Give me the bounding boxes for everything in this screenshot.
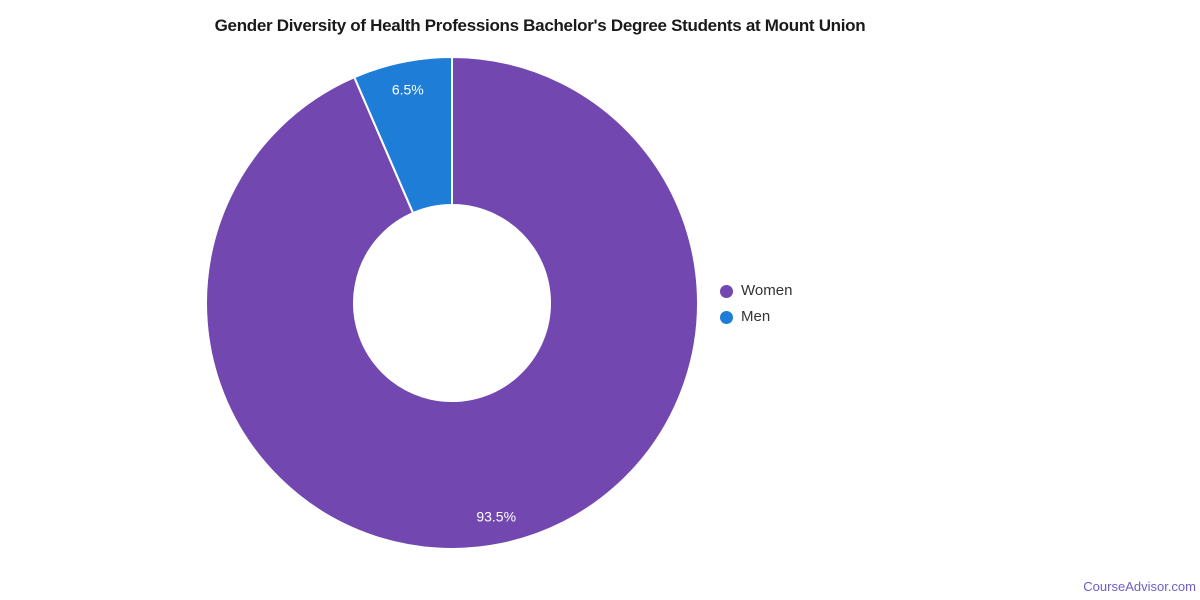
legend: Women Men [720, 278, 792, 330]
legend-swatch-men-icon [720, 310, 733, 324]
pie-slice-men[interactable] [353, 56, 453, 215]
legend-label-men: Men [741, 308, 771, 325]
data-label-men: 6.5% [392, 82, 424, 98]
legend-item-women[interactable]: Women [720, 278, 792, 304]
legend-item-men[interactable]: Men [720, 304, 792, 330]
data-label-women: 93.5% [476, 508, 516, 524]
legend-swatch-women-icon [720, 284, 733, 298]
watermark-link[interactable]: CourseAdvisor.com [1083, 579, 1196, 594]
legend-label-women: Women [741, 282, 793, 299]
pie-slice-women[interactable] [205, 56, 699, 550]
chart-title: Gender Diversity of Health Professions B… [214, 16, 866, 35]
